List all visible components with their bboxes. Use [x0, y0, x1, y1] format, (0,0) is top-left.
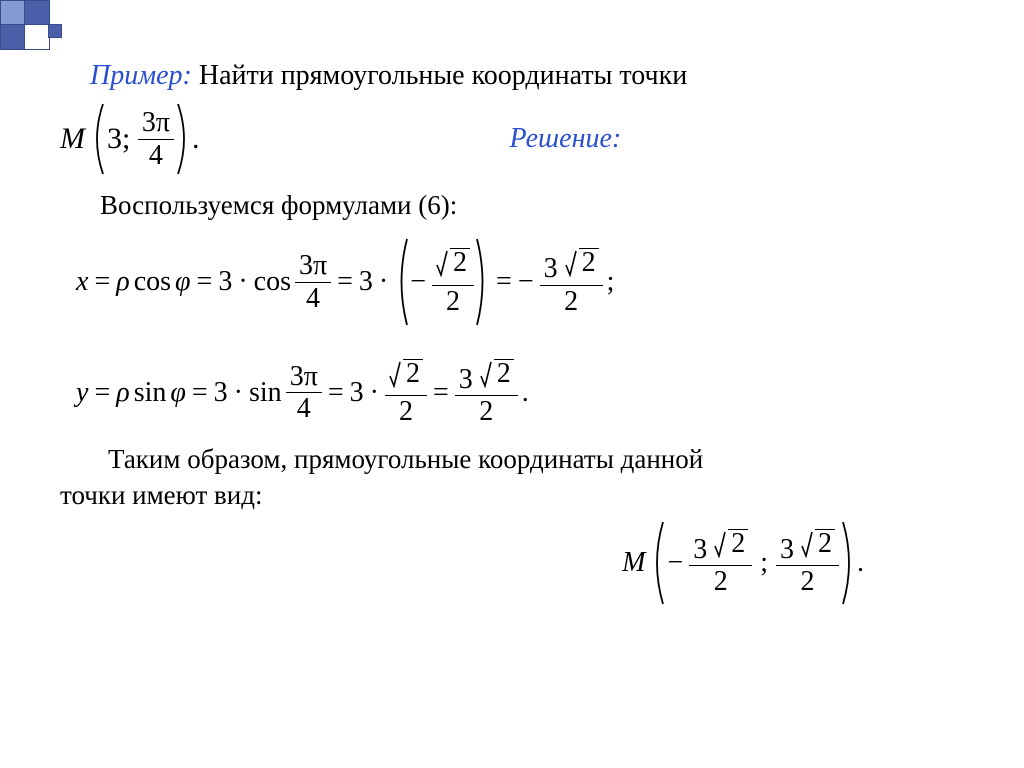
right-paren-icon	[174, 100, 192, 178]
use-formulas-text: Воспользуемся формулами (6):	[100, 190, 984, 221]
y-formula: y = ρ sin φ = 3 · sin 3π 4 = 3 · 2 2 =	[76, 359, 984, 427]
sqrt-icon: 2	[801, 529, 835, 558]
x-result-fraction: 3 2 2	[540, 248, 603, 316]
sqrt-icon: 2	[565, 248, 599, 277]
y-value-fraction: 2 2	[385, 359, 427, 427]
y-result-fraction: 3 2 2	[455, 359, 518, 427]
x-value-fraction: 2 2	[432, 248, 474, 316]
x-angle-fraction: 3π 4	[295, 251, 331, 313]
point-definition-row: M 3 ; 3π 4 . Решение:	[60, 100, 984, 178]
slide-content: Пример: Найти прямоугольные координаты т…	[60, 60, 984, 608]
conclusion-text: Таким образом, прямоугольные координаты …	[60, 441, 984, 514]
right-paren-icon	[474, 235, 490, 329]
sqrt-icon: 2	[436, 248, 470, 277]
example-text: Найти прямоугольные координаты точки	[192, 60, 687, 91]
right-paren-icon	[839, 518, 857, 608]
left-paren-icon	[649, 518, 667, 608]
final-y-fraction: 3 2 2	[776, 529, 839, 597]
solution-label: Решение:	[509, 123, 621, 155]
sqrt-icon: 2	[480, 359, 514, 388]
example-title: Пример: Найти прямоугольные координаты т…	[90, 60, 984, 92]
point-r: 3	[107, 122, 122, 156]
point-name: M	[60, 122, 85, 156]
left-paren-icon	[89, 100, 107, 178]
sqrt-icon: 2	[389, 359, 423, 388]
point-phi-fraction: 3π 4	[138, 108, 174, 170]
left-paren-icon	[394, 235, 410, 329]
final-x-fraction: 3 2 2	[689, 529, 752, 597]
final-point: M − 3 2 2 ; 3 2 2 .	[60, 518, 984, 608]
final-point-name: M	[622, 547, 645, 579]
example-label: Пример:	[90, 60, 192, 91]
y-angle-fraction: 3π 4	[286, 362, 322, 424]
sqrt-icon: 2	[714, 529, 748, 558]
x-formula: x = ρ cos φ = 3 · cos 3π 4 = 3 · − 2 2 =	[76, 235, 984, 329]
